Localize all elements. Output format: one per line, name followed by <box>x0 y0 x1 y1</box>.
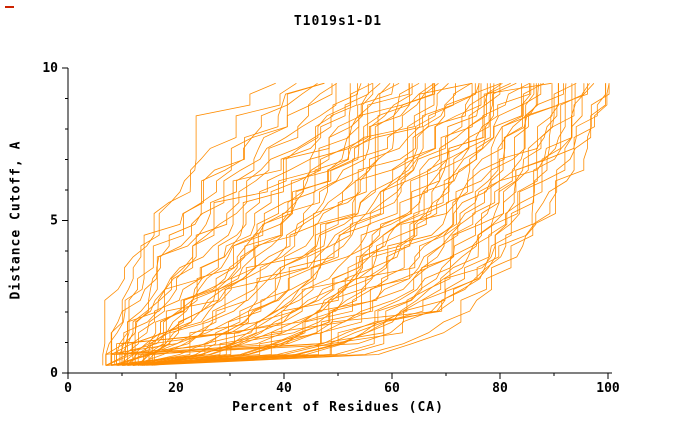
data-series-line <box>130 83 426 366</box>
data-series-line <box>146 83 606 366</box>
data-series-line <box>124 83 435 366</box>
data-series-line <box>110 83 542 366</box>
data-series-line <box>105 83 410 366</box>
x-axis-label: Percent of Residues (CA) <box>232 400 444 415</box>
data-series-line <box>143 83 495 366</box>
chart-title: T1019s1-D1 <box>293 14 383 29</box>
data-series-line <box>151 83 535 366</box>
data-series-line <box>111 83 553 366</box>
stray-mark <box>5 6 14 8</box>
data-series-line <box>121 83 488 366</box>
data-series-line <box>121 83 491 366</box>
data-series-line <box>148 83 391 366</box>
data-series-line <box>132 83 567 366</box>
x-tick-label: 20 <box>168 381 184 396</box>
data-series-line <box>105 82 503 366</box>
data-series-line <box>110 83 337 366</box>
data-series-line <box>132 83 436 366</box>
data-series-line <box>111 83 473 366</box>
data-series-line <box>148 83 522 366</box>
data-series-line <box>116 83 564 366</box>
data-series-line <box>137 83 351 366</box>
data-series-line <box>153 82 502 366</box>
data-series-line <box>122 83 595 366</box>
data-series-line <box>138 83 480 366</box>
data-series-line <box>123 82 552 366</box>
x-tick-label: 80 <box>492 381 508 396</box>
data-series-line <box>133 83 610 366</box>
data-series-line <box>111 82 276 366</box>
data-series-line <box>105 82 473 366</box>
data-series-line <box>127 83 539 366</box>
data-series-line <box>132 82 517 366</box>
data-series-line <box>121 83 362 366</box>
data-series-line <box>107 83 588 366</box>
x-tick-label: 40 <box>276 381 292 396</box>
x-tick-label: 0 <box>64 381 72 396</box>
data-series-line <box>111 83 610 366</box>
data-series-line <box>118 83 434 366</box>
data-series-line <box>112 83 410 366</box>
data-series-line <box>105 83 501 366</box>
data-series-line <box>124 82 400 366</box>
data-series-line <box>119 83 359 366</box>
y-tick-label: 10 <box>42 61 58 76</box>
data-series-line <box>121 83 585 366</box>
data-series-line <box>118 83 476 366</box>
data-series-line <box>132 82 373 366</box>
data-series-line <box>122 82 318 366</box>
data-series-line <box>132 83 482 366</box>
y-tick-label: 0 <box>50 366 58 381</box>
data-series-line <box>116 83 559 366</box>
data-series-line <box>139 83 559 366</box>
x-tick-label: 100 <box>596 381 620 396</box>
data-series-line <box>132 83 530 366</box>
data-series-line <box>141 83 537 366</box>
y-tick-label: 5 <box>50 214 58 229</box>
data-series-line <box>151 83 457 366</box>
data-series-line <box>110 83 532 366</box>
data-series-line <box>116 83 333 366</box>
data-series-line <box>117 83 590 366</box>
data-series-line <box>134 83 395 366</box>
data-series-line <box>127 83 559 366</box>
data-series-line <box>105 82 544 366</box>
x-tick-label: 60 <box>384 381 400 396</box>
data-series-line <box>137 83 413 366</box>
data-series-line <box>102 82 297 366</box>
data-series-line <box>105 83 369 366</box>
data-series-line <box>105 82 325 366</box>
